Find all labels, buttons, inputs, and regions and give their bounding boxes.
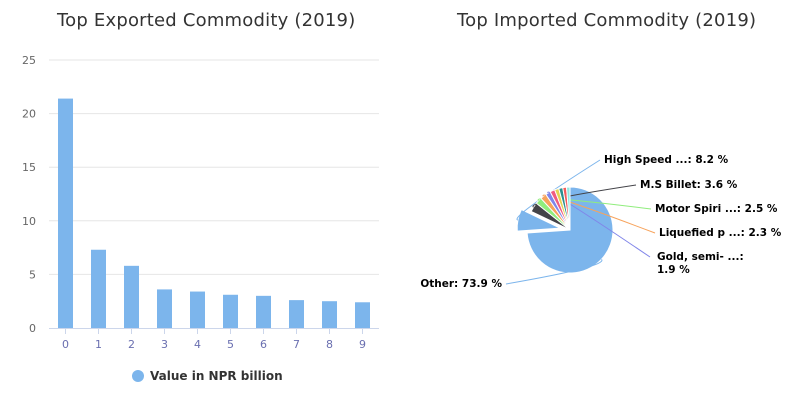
x-tick-label: 0 xyxy=(62,338,69,351)
y-tick-label: 5 xyxy=(29,268,36,281)
pie-data-label: M.S Billet: 3.6 % xyxy=(640,179,738,191)
pie-connector xyxy=(547,191,651,258)
y-tick-label: 0 xyxy=(29,322,36,335)
bar[interactable] xyxy=(124,265,139,328)
legend-marker[interactable] xyxy=(132,370,144,382)
pie-data-label: High Speed ...: 8.2 % xyxy=(604,154,729,166)
y-tick-label: 15 xyxy=(22,161,36,174)
y-tick-label: 25 xyxy=(22,54,36,67)
x-tick-label: 9 xyxy=(359,338,366,351)
bar-chart-title: Top Exported Commodity (2019) xyxy=(57,10,356,31)
bar[interactable] xyxy=(256,295,271,328)
x-tick-label: 1 xyxy=(95,338,102,351)
bar[interactable] xyxy=(289,300,304,328)
pie-slice[interactable] xyxy=(565,186,571,231)
x-tick-label: 8 xyxy=(326,338,333,351)
pie-connector xyxy=(516,159,601,221)
bar[interactable] xyxy=(58,98,73,328)
bar[interactable] xyxy=(223,294,238,328)
pie-data-label: Other: 73.9 % xyxy=(420,278,502,290)
x-tick-label: 4 xyxy=(194,338,201,351)
bar[interactable] xyxy=(91,249,106,328)
pie-data-label: Gold, semi- ...: xyxy=(657,251,744,263)
pie-data-label: Motor Spiri ...: 2.5 % xyxy=(655,203,778,215)
legend-label[interactable]: Value in NPR billion xyxy=(150,369,283,383)
x-tick-label: 3 xyxy=(161,338,168,351)
pie-chart-title: Top Imported Commodity (2019) xyxy=(457,10,757,31)
bar[interactable] xyxy=(157,289,172,328)
pie-slice[interactable] xyxy=(516,208,563,232)
x-tick-label: 6 xyxy=(260,338,267,351)
y-tick-label: 20 xyxy=(22,108,36,121)
bar[interactable] xyxy=(355,302,370,328)
x-tick-label: 7 xyxy=(293,338,300,351)
x-tick-label: 2 xyxy=(128,338,135,351)
bar[interactable] xyxy=(322,301,337,328)
y-tick-label: 10 xyxy=(22,215,36,228)
bar[interactable] xyxy=(190,291,205,328)
pie-data-label: Liquefied p ...: 2.3 % xyxy=(659,227,782,239)
x-tick-label: 5 xyxy=(227,338,234,351)
pie-data-label-cont: 1.9 % xyxy=(657,264,690,276)
pie-connector xyxy=(505,258,603,285)
